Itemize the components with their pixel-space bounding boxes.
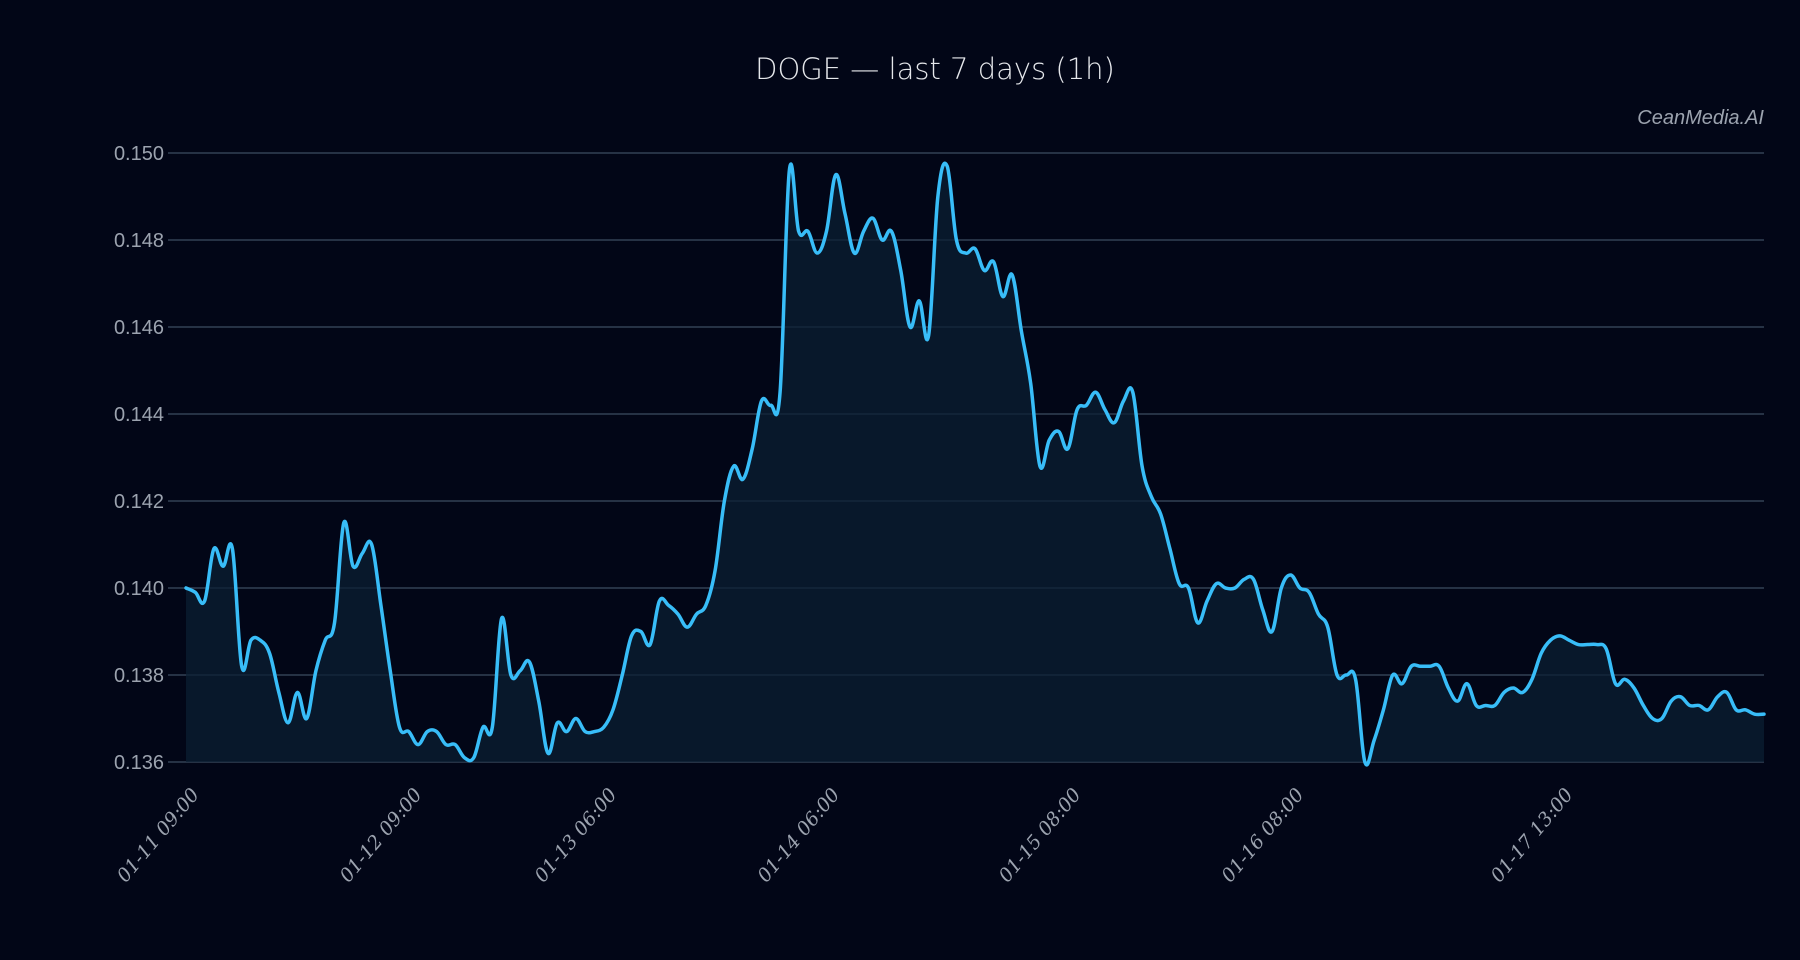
- x-tick-label: 01-15 08:00: [995, 784, 1086, 887]
- y-tick-label: 0.146: [114, 317, 164, 339]
- y-tick-label: 0.140: [114, 578, 164, 600]
- y-tick-label: 0.148: [114, 230, 164, 252]
- y-tick-label: 0.144: [114, 404, 164, 426]
- price-line: [184, 161, 1766, 767]
- y-axis-ticks: 0.150 0.148 0.146 0.144 0.142 0.140 0.138 0.136: [114, 143, 164, 774]
- x-tick-label: 01-17 13:00: [1486, 784, 1577, 887]
- y-tick-label: 0.138: [114, 665, 164, 687]
- x-tick-label: 01-16 08:00: [1217, 784, 1308, 887]
- x-tick-label: 01-13 06:00: [530, 784, 621, 887]
- y-tick-label: 0.136: [114, 752, 164, 774]
- y-tick-label: 0.142: [114, 491, 164, 513]
- x-tick-label: 01-12 09:00: [335, 784, 426, 887]
- area-fill: [186, 163, 1764, 765]
- x-tick-label: 01-14 06:00: [753, 784, 844, 887]
- chart-title: DOGE — last 7 days (1h): [755, 52, 1115, 86]
- x-tick-label: 01-11 09:00: [113, 784, 204, 887]
- watermark: CeanMedia.AI: [1637, 107, 1764, 129]
- y-tick-label: 0.150: [114, 143, 164, 165]
- x-axis-ticks: 01-11 09:00 01-12 09:00 01-13 06:00 01-14 0…: [113, 784, 1578, 887]
